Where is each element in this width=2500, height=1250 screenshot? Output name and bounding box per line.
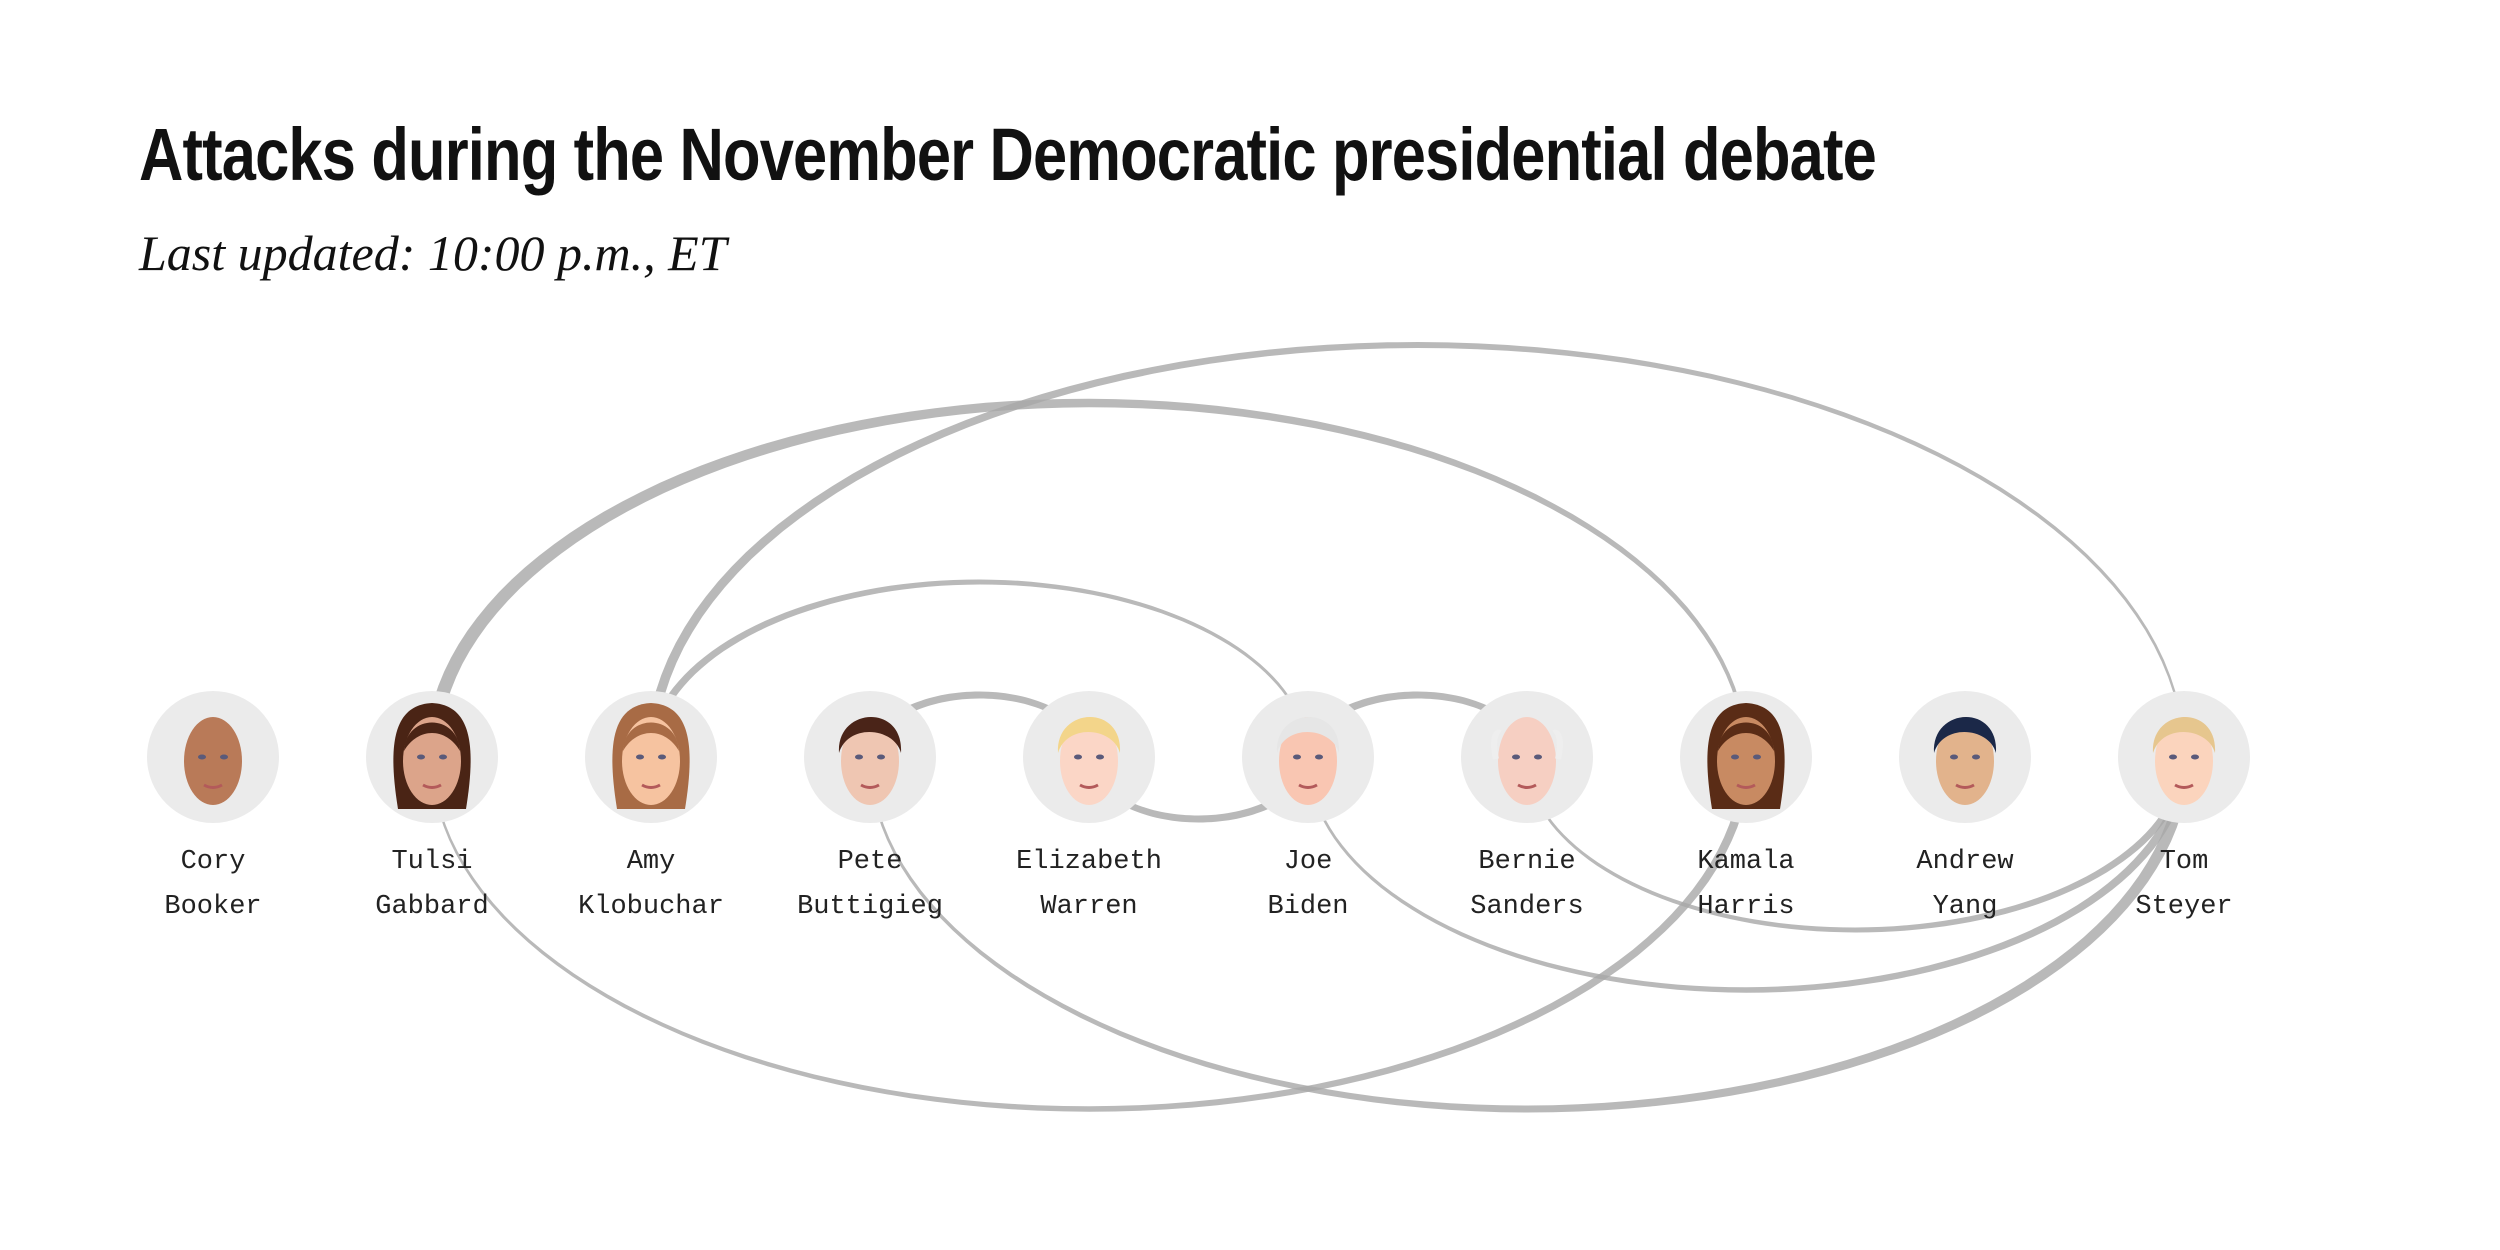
candidate-nodes: Cory Booker Tulsi Gabbard Amy Klobuchar Pete Bu… xyxy=(147,691,2250,922)
candidate-first-name: Elizabeth xyxy=(1016,847,1162,877)
candidate-warren[interactable]: Elizabeth Warren xyxy=(1016,691,1162,922)
candidate-last-name: Warren xyxy=(1040,892,1137,922)
candidate-last-name: Buttigieg xyxy=(797,892,943,922)
candidate-portrait-icon xyxy=(2152,716,2216,805)
candidate-last-name: Gabbard xyxy=(375,892,488,922)
candidate-last-name: Sanders xyxy=(1470,892,1583,922)
candidate-portrait-icon xyxy=(1276,716,1340,805)
candidate-harris[interactable]: Kamala Harris xyxy=(1680,691,1812,922)
candidate-biden[interactable]: Joe Biden xyxy=(1242,691,1374,922)
candidate-last-name: Harris xyxy=(1697,892,1794,922)
candidate-steyer[interactable]: Tom Steyer xyxy=(2118,691,2250,922)
candidate-first-name: Joe xyxy=(1284,847,1333,877)
candidate-portrait-icon xyxy=(838,716,902,805)
candidate-last-name: Klobuchar xyxy=(578,892,724,922)
candidate-first-name: Cory xyxy=(181,847,246,877)
candidate-first-name: Tom xyxy=(2160,847,2209,877)
candidate-last-name: Steyer xyxy=(2135,892,2232,922)
candidate-last-name: Yang xyxy=(1933,892,1998,922)
attack-link-buttigieg-warren xyxy=(866,691,1092,757)
candidate-portrait-icon xyxy=(1933,716,1997,805)
candidate-first-name: Bernie xyxy=(1478,847,1575,877)
candidate-last-name: Booker xyxy=(164,892,261,922)
candidate-sanders[interactable]: Bernie Sanders xyxy=(1461,691,1593,922)
candidate-portrait-icon xyxy=(1707,703,1785,809)
candidate-first-name: Pete xyxy=(838,847,903,877)
candidate-portrait-icon xyxy=(184,717,242,805)
attack-link-warren-biden xyxy=(1086,757,1312,823)
candidate-portrait-icon xyxy=(393,703,471,809)
candidate-yang[interactable]: Andrew Yang xyxy=(1899,691,2031,922)
attack-link-biden-sanders xyxy=(1304,691,1530,757)
attack-link-klobuchar-biden xyxy=(647,579,1309,757)
candidate-portrait-icon xyxy=(1491,717,1563,805)
candidate-first-name: Amy xyxy=(627,847,676,877)
candidate-portrait-icon xyxy=(1057,716,1121,805)
last-updated-subtitle: Last updated: 10:00 p.m., ET xyxy=(139,225,727,281)
candidate-booker[interactable]: Cory Booker xyxy=(147,691,279,922)
candidate-gabbard[interactable]: Tulsi Gabbard xyxy=(366,691,498,922)
candidate-first-name: Kamala xyxy=(1697,847,1794,877)
candidate-buttigieg[interactable]: Pete Buttigieg xyxy=(797,691,943,922)
candidate-portrait-icon xyxy=(612,703,690,809)
candidate-last-name: Biden xyxy=(1267,892,1348,922)
candidate-first-name: Tulsi xyxy=(391,847,472,877)
candidate-klobuchar[interactable]: Amy Klobuchar xyxy=(578,691,724,922)
page-title: Attacks during the November Democratic p… xyxy=(139,113,1877,196)
attack-links xyxy=(425,342,2190,1113)
candidate-first-name: Andrew xyxy=(1916,847,2013,877)
